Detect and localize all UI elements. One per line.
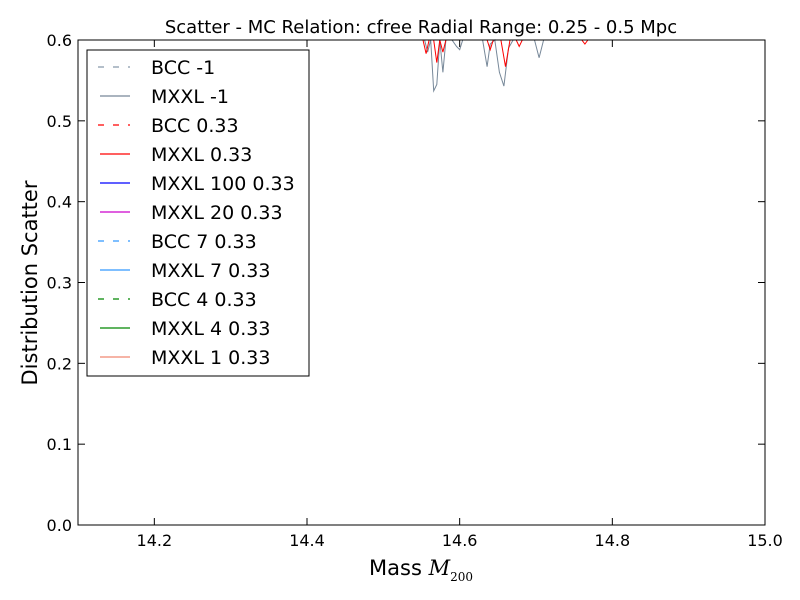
y-tick-label: 0.0 xyxy=(47,516,72,535)
x-tick-label: 14.4 xyxy=(289,531,325,550)
x-axis-label-math: M xyxy=(428,556,451,580)
legend-label: BCC 0.33 xyxy=(151,115,239,137)
x-tick-label: 14.2 xyxy=(137,531,173,550)
x-tick-label: 14.8 xyxy=(595,531,631,550)
legend: BCC -1 MXXL -1 BCC 0.33 MXXL 0.33 MXXL 100 0… xyxy=(86,49,310,377)
y-tick-label: 0.6 xyxy=(47,31,72,50)
legend-label: BCC -1 xyxy=(151,57,215,79)
x-axis-label: Mass M200 xyxy=(369,556,473,584)
x-tick-label: 14.6 xyxy=(442,531,478,550)
y-axis-label: Distribution Scatter xyxy=(18,180,42,385)
y-tick-label: 0.4 xyxy=(47,193,72,212)
y-tick-label: 0.1 xyxy=(47,435,72,454)
series-line-1 xyxy=(424,39,545,93)
series-line-3 xyxy=(422,39,589,67)
legend-label: MXXL 20 0.33 xyxy=(151,202,283,224)
chart-title: Scatter - MC Relation: cfree Radial Rang… xyxy=(165,17,677,38)
legend-label: MXXL -1 xyxy=(151,86,229,108)
y-tick-label: 0.2 xyxy=(47,354,72,373)
legend-label: MXXL 7 0.33 xyxy=(151,260,270,282)
x-axis-label-subscript: 200 xyxy=(450,570,473,584)
legend-label: MXXL 100 0.33 xyxy=(151,173,295,195)
x-axis: 14.2 14.4 14.6 14.8 15.0 xyxy=(137,40,783,550)
y-tick-label: 0.3 xyxy=(47,274,72,293)
x-axis-label-text: Mass xyxy=(369,556,429,580)
plot-series xyxy=(422,39,589,93)
x-tick-label: 15.0 xyxy=(747,531,783,550)
legend-label: BCC 4 0.33 xyxy=(151,289,257,311)
legend-label: MXXL 4 0.33 xyxy=(151,318,270,340)
legend-box xyxy=(86,49,310,377)
legend-label: MXXL 0.33 xyxy=(151,144,252,166)
legend-label: MXXL 1 0.33 xyxy=(151,347,270,369)
y-tick-label: 0.5 xyxy=(47,112,72,131)
y-axis: 0.0 0.1 0.2 0.3 0.4 0.5 0.6 xyxy=(47,31,765,535)
legend-label: BCC 7 0.33 xyxy=(151,231,257,253)
